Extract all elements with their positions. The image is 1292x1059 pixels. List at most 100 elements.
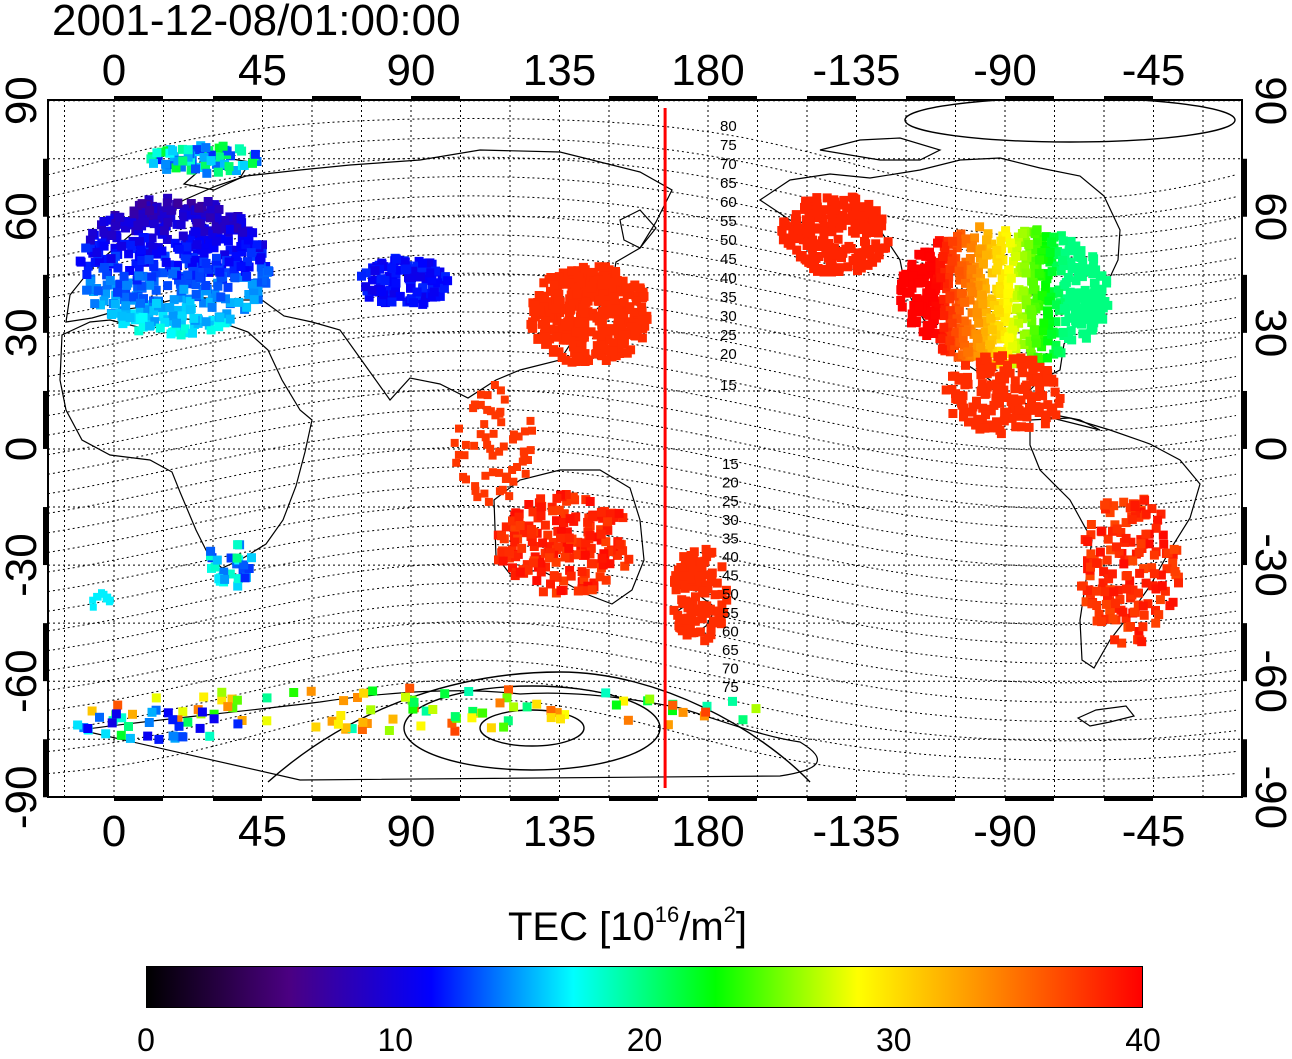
contour-label: 75: [720, 137, 737, 154]
tec-cell-europe: [213, 281, 223, 291]
tec-cell-antarctic: [228, 703, 238, 713]
tec-cell-north-america: [945, 306, 955, 316]
tec-cell-europe: [136, 281, 146, 291]
tec-cell-australia: [584, 522, 594, 532]
tec-cell-south-america: [1168, 550, 1178, 560]
tec-cell-north-america: [1029, 325, 1039, 335]
tec-cell-antarctic: [464, 687, 474, 696]
tec-cell-europe: [186, 199, 196, 208]
tec-cell-europe: [133, 221, 143, 231]
tec-cell-alaska: [793, 225, 803, 235]
tec-cell-australia: [595, 572, 605, 582]
tec-cell-se-asia: [521, 469, 530, 478]
tec-cell-alaska: [839, 195, 849, 205]
tec-cell-north-america: [970, 233, 979, 243]
tec-cell-north-america: [972, 334, 982, 343]
tec-cell-antarctic: [556, 714, 565, 724]
tec-cell-new-zealand: [709, 616, 718, 626]
tec-cell-europe: [160, 251, 170, 261]
tec-cell-australia: [566, 571, 576, 581]
tec-cell-central-america: [1011, 422, 1021, 432]
tec-cell-new-zealand: [685, 621, 695, 631]
tec-cell-europe: [201, 258, 211, 268]
tec-cell-europe: [102, 280, 112, 290]
tec-cell-australia: [560, 552, 570, 562]
tec-cell-north-america: [1058, 236, 1068, 246]
tec-cell-australia: [515, 567, 525, 577]
tec-cell-se-asia: [460, 451, 469, 460]
tec-cell-south-america: [1092, 601, 1102, 610]
tec-cell-russia: [407, 273, 416, 283]
tec-cell-east-asia: [586, 327, 596, 337]
tec-cell-north-america: [914, 278, 924, 288]
frame-tick-bar: [708, 796, 757, 801]
tec-cell-europe: [223, 236, 233, 246]
tec-cell-europe: [234, 297, 244, 307]
tec-cell-alaska: [853, 248, 863, 258]
tec-cell-south-america: [1125, 576, 1135, 586]
right-latitude-label: 60: [1246, 192, 1292, 241]
tec-cell-europe: [176, 330, 186, 340]
tec-cell-north-america: [1030, 298, 1040, 308]
tec-cell-australia: [545, 548, 555, 558]
tec-cell-south-america: [1163, 548, 1173, 558]
tec-cell-se-asia: [484, 497, 493, 506]
tec-cell-north-america: [960, 297, 970, 307]
tec-cell-alaska: [806, 196, 816, 206]
tec-cell-antarctic-west: [95, 712, 104, 722]
tec-cell-central-america: [996, 429, 1006, 439]
tec-cell-alaska: [849, 193, 859, 203]
tec-cell-north-america: [1025, 227, 1035, 237]
south-pole-inner-contour: [479, 709, 585, 747]
tec-cell-antarctic: [173, 715, 183, 725]
tec-cell-australia: [620, 561, 630, 571]
tec-cell-antarctic: [421, 706, 431, 716]
tec-cell-east-asia: [579, 306, 589, 315]
tec-cell-south-america: [1102, 555, 1112, 565]
tec-cell-alaska: [808, 235, 818, 245]
tec-cell-se-asia: [508, 466, 517, 474]
frame-tick-bar: [43, 739, 48, 798]
tec-cell-north-america: [1031, 338, 1041, 348]
tec-cell-north-america: [967, 265, 977, 275]
tec-cell-north-america: [1037, 342, 1047, 352]
tec-cell-alaska: [797, 251, 807, 260]
tec-cell-australia: [606, 510, 616, 519]
tec-cell-central-america: [1013, 411, 1023, 421]
tec-cell-australia: [604, 547, 614, 557]
magnetic-latitude-contour: [48, 427, 1237, 510]
tec-cell-australia: [536, 502, 546, 512]
tec-cell-north-america: [1053, 346, 1063, 356]
tec-cell-north-america: [996, 236, 1006, 246]
tec-cell-new-zealand: [669, 605, 679, 615]
tec-cell-new-zealand: [679, 598, 689, 608]
tec-cell-europe: [136, 298, 145, 308]
tec-cell-south-america: [1135, 568, 1145, 578]
tec-cell-south-america: [1141, 529, 1151, 539]
south-pole-mid-contour: [403, 685, 661, 771]
left-latitude-label: 60: [0, 192, 46, 241]
tec-cell-north-america: [1012, 303, 1022, 313]
tec-cell-north-america: [1091, 293, 1101, 303]
tec-cell-russia: [357, 271, 366, 281]
tec-cell-south-america: [1151, 618, 1161, 628]
tec-cell-south-america: [1111, 599, 1120, 609]
tec-cell-europe: [85, 276, 95, 286]
tec-cell-north-america: [1053, 261, 1063, 271]
tec-cell-antarctic-west: [147, 707, 157, 717]
tec-cell-south-america: [1086, 520, 1096, 529]
tec-cell-alaska: [818, 214, 828, 224]
tec-cell-north-america: [1012, 338, 1022, 348]
tec-cell-south-america: [1168, 597, 1178, 607]
tec-cell-south-america: [1137, 637, 1147, 647]
tec-cell-arctic: [218, 141, 228, 151]
tec-cell-north-america: [967, 308, 977, 318]
tec-cell-arctic: [199, 152, 209, 162]
right-latitude-label: -90: [1246, 766, 1292, 830]
tec-cell-europe: [206, 325, 216, 335]
tec-cell-north-america: [1033, 353, 1043, 362]
tec-cell-east-asia: [540, 323, 550, 333]
tec-cell-new-zealand: [722, 595, 732, 605]
tec-cell-europe: [246, 248, 256, 258]
tec-cell-alaska: [873, 228, 883, 238]
